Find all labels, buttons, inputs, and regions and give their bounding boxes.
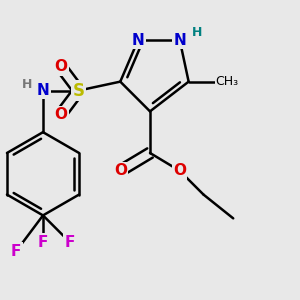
Text: H: H — [22, 78, 32, 91]
Text: N: N — [132, 32, 145, 47]
Text: O: O — [114, 163, 127, 178]
Text: N: N — [37, 83, 50, 98]
Text: O: O — [54, 59, 67, 74]
Text: S: S — [73, 82, 85, 100]
Text: F: F — [64, 235, 75, 250]
Text: F: F — [38, 235, 48, 250]
Text: O: O — [54, 107, 67, 122]
Text: O: O — [173, 163, 186, 178]
Text: F: F — [11, 244, 21, 259]
Text: CH₃: CH₃ — [216, 75, 239, 88]
Text: H: H — [192, 26, 203, 39]
Text: N: N — [173, 32, 186, 47]
